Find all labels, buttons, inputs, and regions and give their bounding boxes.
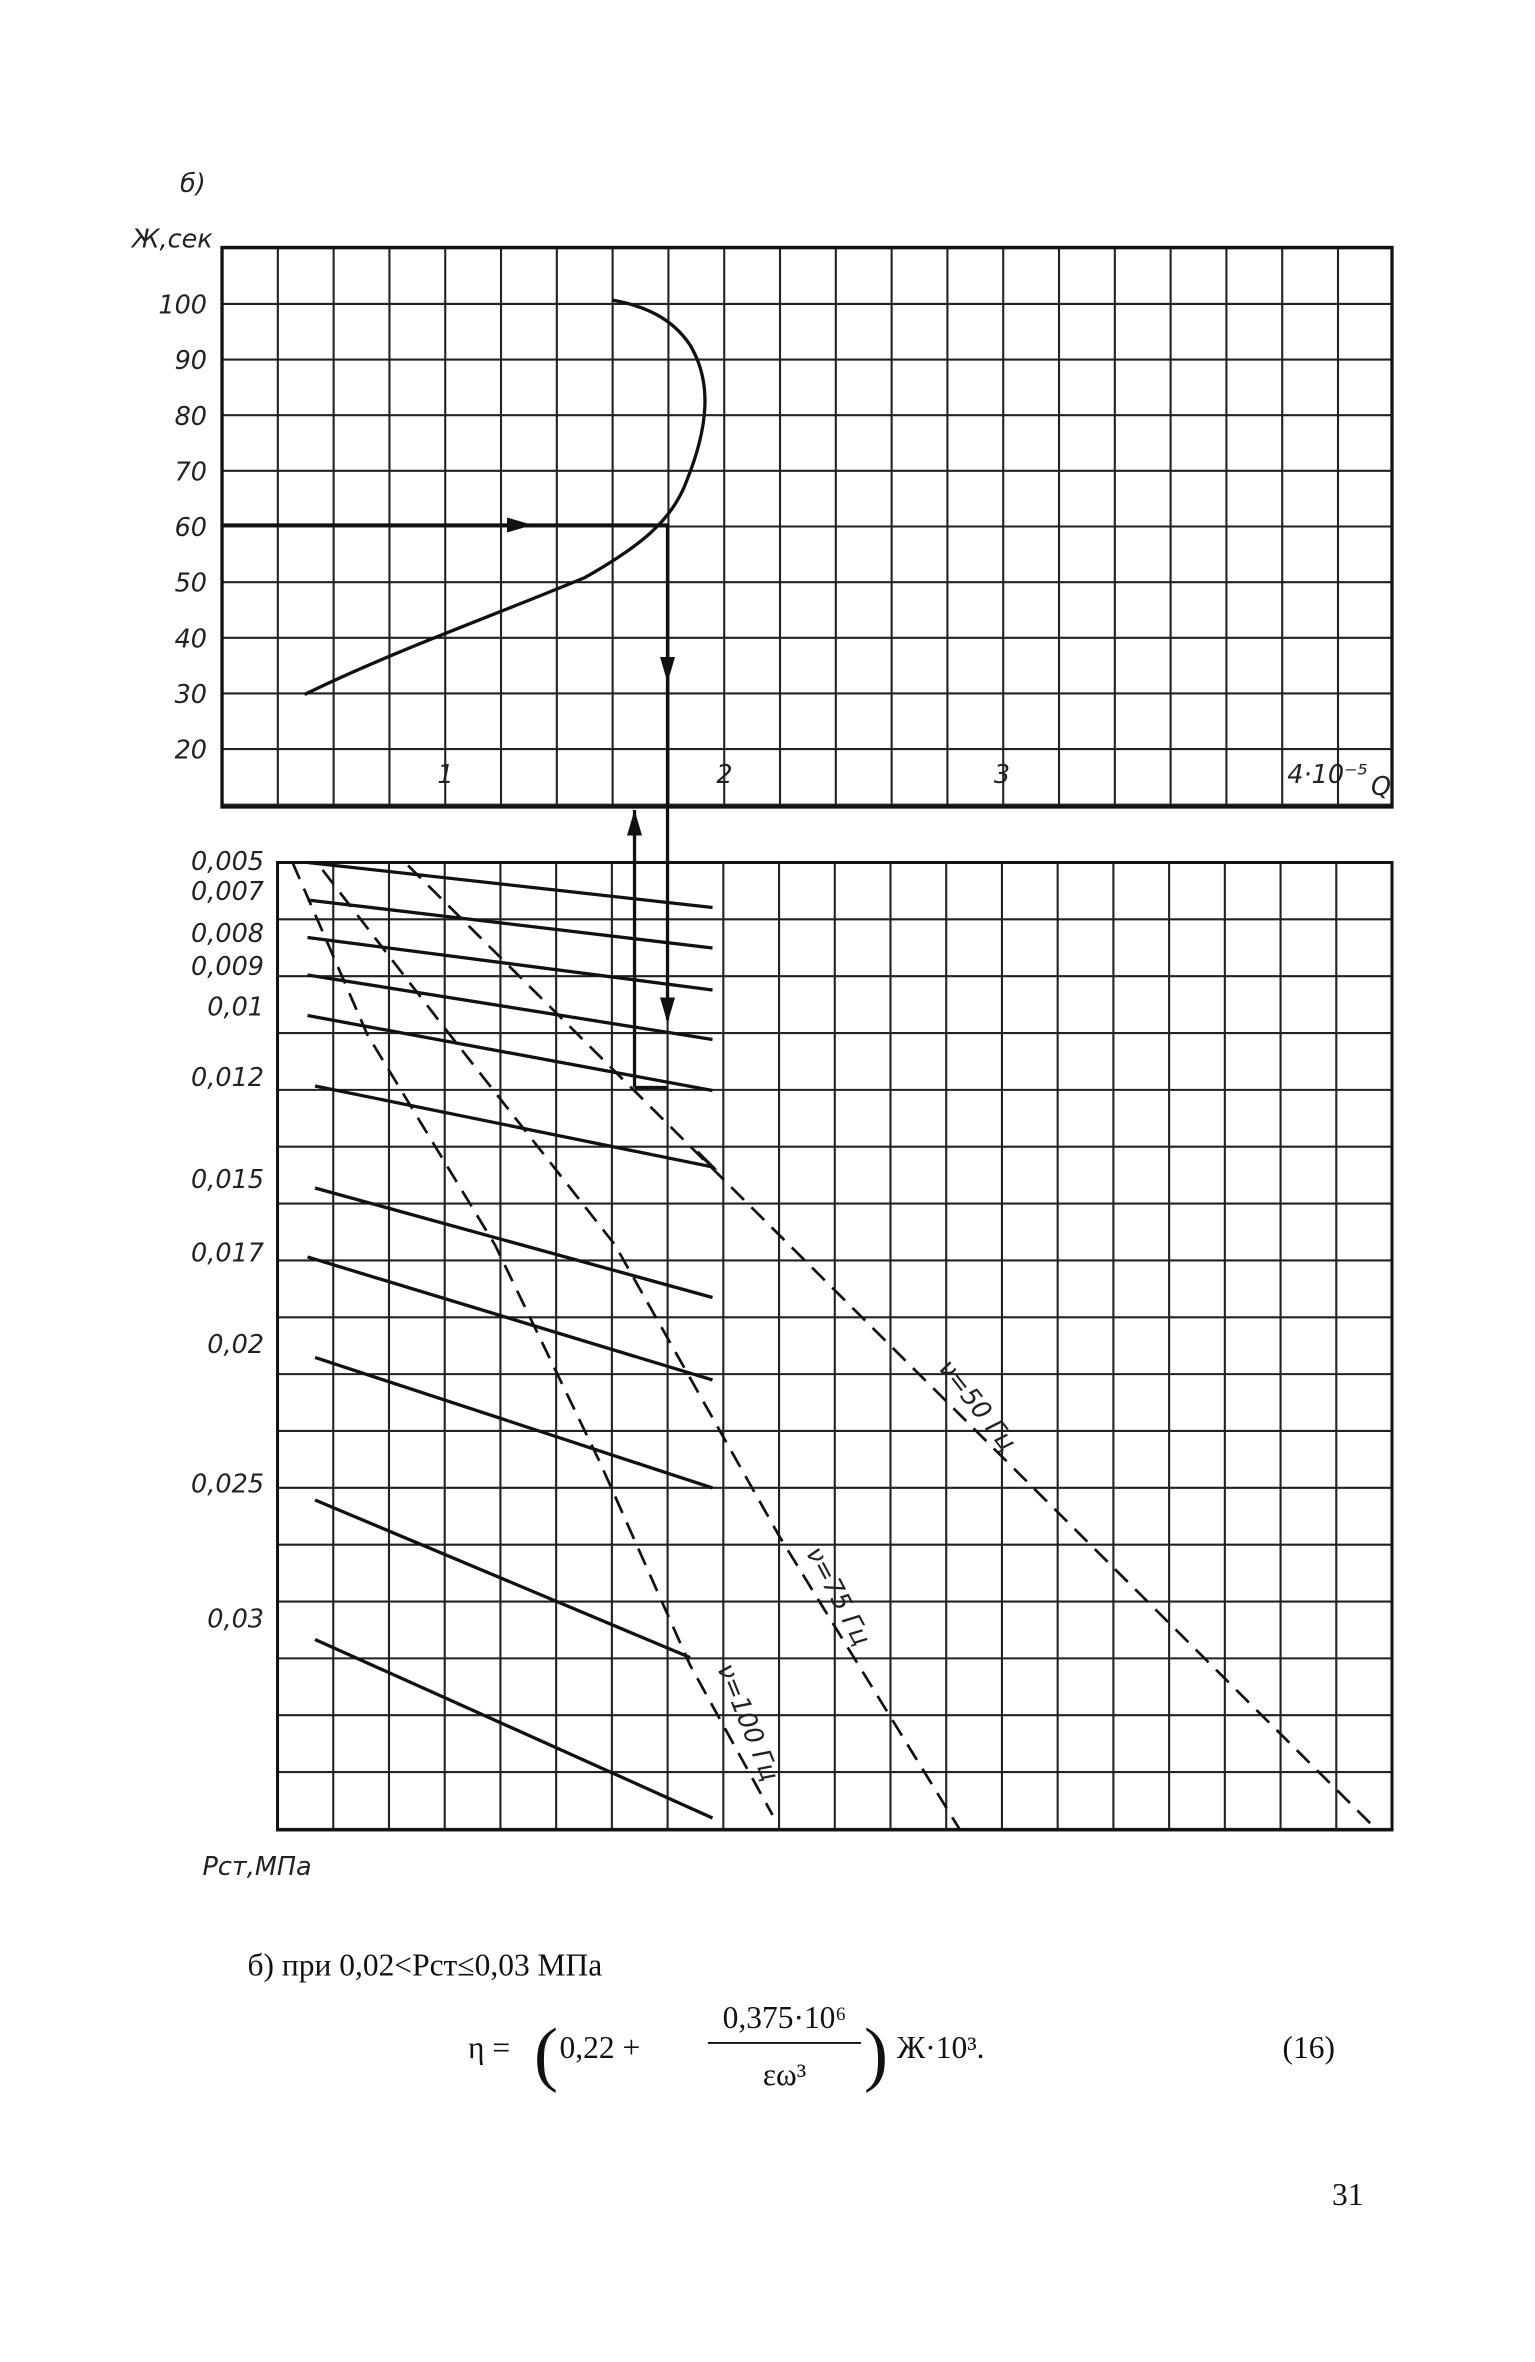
condition: б) при 0,02<Рст≤0,03 МПа (248, 1947, 603, 1982)
y-tick-label: 90 (175, 346, 207, 376)
y-tick-label: 30 (175, 680, 207, 710)
y-tick-label: 0,017 (191, 1238, 264, 1268)
x-unit: Q (1371, 772, 1391, 802)
y-tick-label: 0,02 (207, 1330, 264, 1360)
numerator: 0,375·10⁶ (723, 2000, 847, 2035)
y-tick-label: 0,025 (191, 1469, 264, 1499)
y-tick-label: 0,012 (191, 1063, 264, 1093)
formula-lhs: η = (468, 2030, 510, 2065)
y-tick-label: 0,015 (191, 1165, 264, 1195)
curve-label: ν=100 Гц (711, 1659, 785, 1785)
y-tick-label: 0,03 (207, 1604, 264, 1634)
equation-number: (16) (1283, 2030, 1335, 2065)
grids (220, 245, 1394, 1832)
x-tick-label: 4·10⁻⁵ (1287, 760, 1367, 790)
paren: ( (534, 2013, 558, 2093)
denominator: εω³ (763, 2057, 806, 2092)
y-tick-label: 0,01 (207, 992, 264, 1022)
x-tick-label: 1 (437, 760, 453, 790)
grid (276, 861, 1394, 1830)
y-tick-label: 0,007 (191, 877, 264, 907)
y-tick-label: 100 (158, 290, 207, 320)
paren: ) (864, 2013, 888, 2093)
page-number: 31 (1332, 2177, 1363, 2212)
dashed-100 (291, 861, 774, 1816)
frame (220, 245, 1394, 809)
y-tick-label: 20 (175, 736, 207, 766)
curve (303, 298, 707, 696)
dashed-75 (321, 869, 962, 1831)
formula-term: 0,22 + (560, 2030, 641, 2065)
y-axis-label: Рст,МПа (203, 1852, 312, 1882)
y-tick-label: 0,008 (191, 919, 264, 949)
arrowhead (507, 517, 676, 1023)
y-tick-label: 0,005 (191, 847, 264, 877)
grid (220, 247, 1393, 807)
formula-tail: Ж·10³. (897, 2030, 985, 2065)
y-tick-label: 70 (175, 457, 207, 487)
x-tick-label: 3 (994, 760, 1010, 790)
y-tick-label: 50 (175, 569, 207, 599)
arrow-line (222, 523, 670, 1090)
frame (276, 860, 1394, 1832)
y-axis-label: Ж,сек (130, 224, 213, 254)
y-tick-label: 0,009 (191, 952, 264, 982)
curve-label: ν=75 Гц (799, 1542, 876, 1651)
x-tick-label: 2 (716, 760, 732, 790)
figure-label: б) (180, 169, 206, 199)
solid-lines (307, 860, 718, 1820)
y-tick-label: 80 (175, 402, 207, 432)
dashed-50 (407, 864, 1378, 1831)
y-tick-label: 40 (175, 624, 207, 654)
y-tick-label: 60 (175, 513, 207, 543)
